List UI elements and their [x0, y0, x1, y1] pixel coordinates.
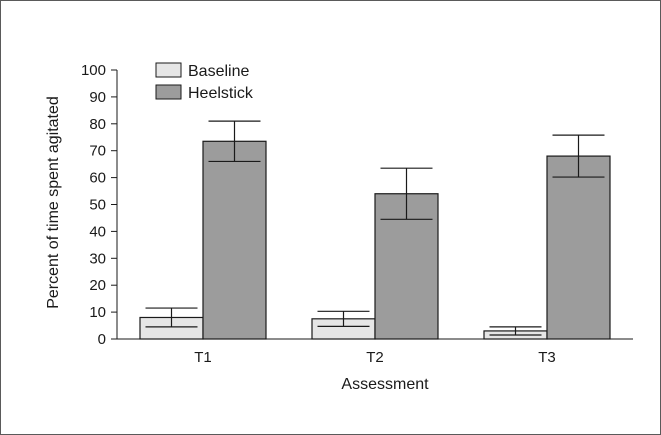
- x-tick-label: T3: [538, 349, 556, 366]
- y-tick-label: 90: [89, 89, 106, 106]
- y-tick-label: 30: [89, 250, 106, 267]
- error-bar-baseline-t1: [145, 307, 198, 328]
- y-tick-label: 40: [89, 223, 106, 240]
- legend: Baseline Heelstick: [155, 62, 254, 102]
- error-bar-baseline-t3: [489, 326, 542, 336]
- x-tick-label: T1: [194, 349, 212, 366]
- y-tick-label: 70: [89, 143, 106, 160]
- x-axis: T1 T2 T3: [117, 338, 633, 366]
- bar-heelstick-t1: [202, 140, 267, 340]
- legend-label-baseline: Baseline: [188, 63, 249, 80]
- legend-swatch-baseline: [155, 62, 182, 78]
- error-bar-heelstick-t3: [552, 134, 605, 178]
- y-tick-label: 50: [89, 197, 106, 214]
- legend-label-heelstick: Heelstick: [188, 85, 254, 102]
- y-tick-label: 60: [89, 170, 106, 187]
- legend-swatch-heelstick: [155, 84, 182, 100]
- x-tick-label: T2: [366, 349, 384, 366]
- y-axis: 0 10 20 30 40 50 60 70 80 90 100: [81, 62, 118, 348]
- error-bar-heelstick-t1: [208, 120, 261, 163]
- y-tick-label: 0: [98, 331, 106, 348]
- y-tick-label: 20: [89, 277, 106, 294]
- y-tick-label: 100: [81, 62, 106, 79]
- y-tick-label: 10: [89, 304, 106, 321]
- error-bar-baseline-t2: [317, 310, 370, 327]
- bars: [139, 120, 611, 340]
- y-axis-title: Percent of time spent agitated: [45, 96, 62, 309]
- y-tick-label: 80: [89, 116, 106, 133]
- error-bar-heelstick-t2: [380, 167, 433, 220]
- x-axis-title: Assessment: [341, 376, 429, 393]
- bar-heelstick-t3: [546, 155, 611, 340]
